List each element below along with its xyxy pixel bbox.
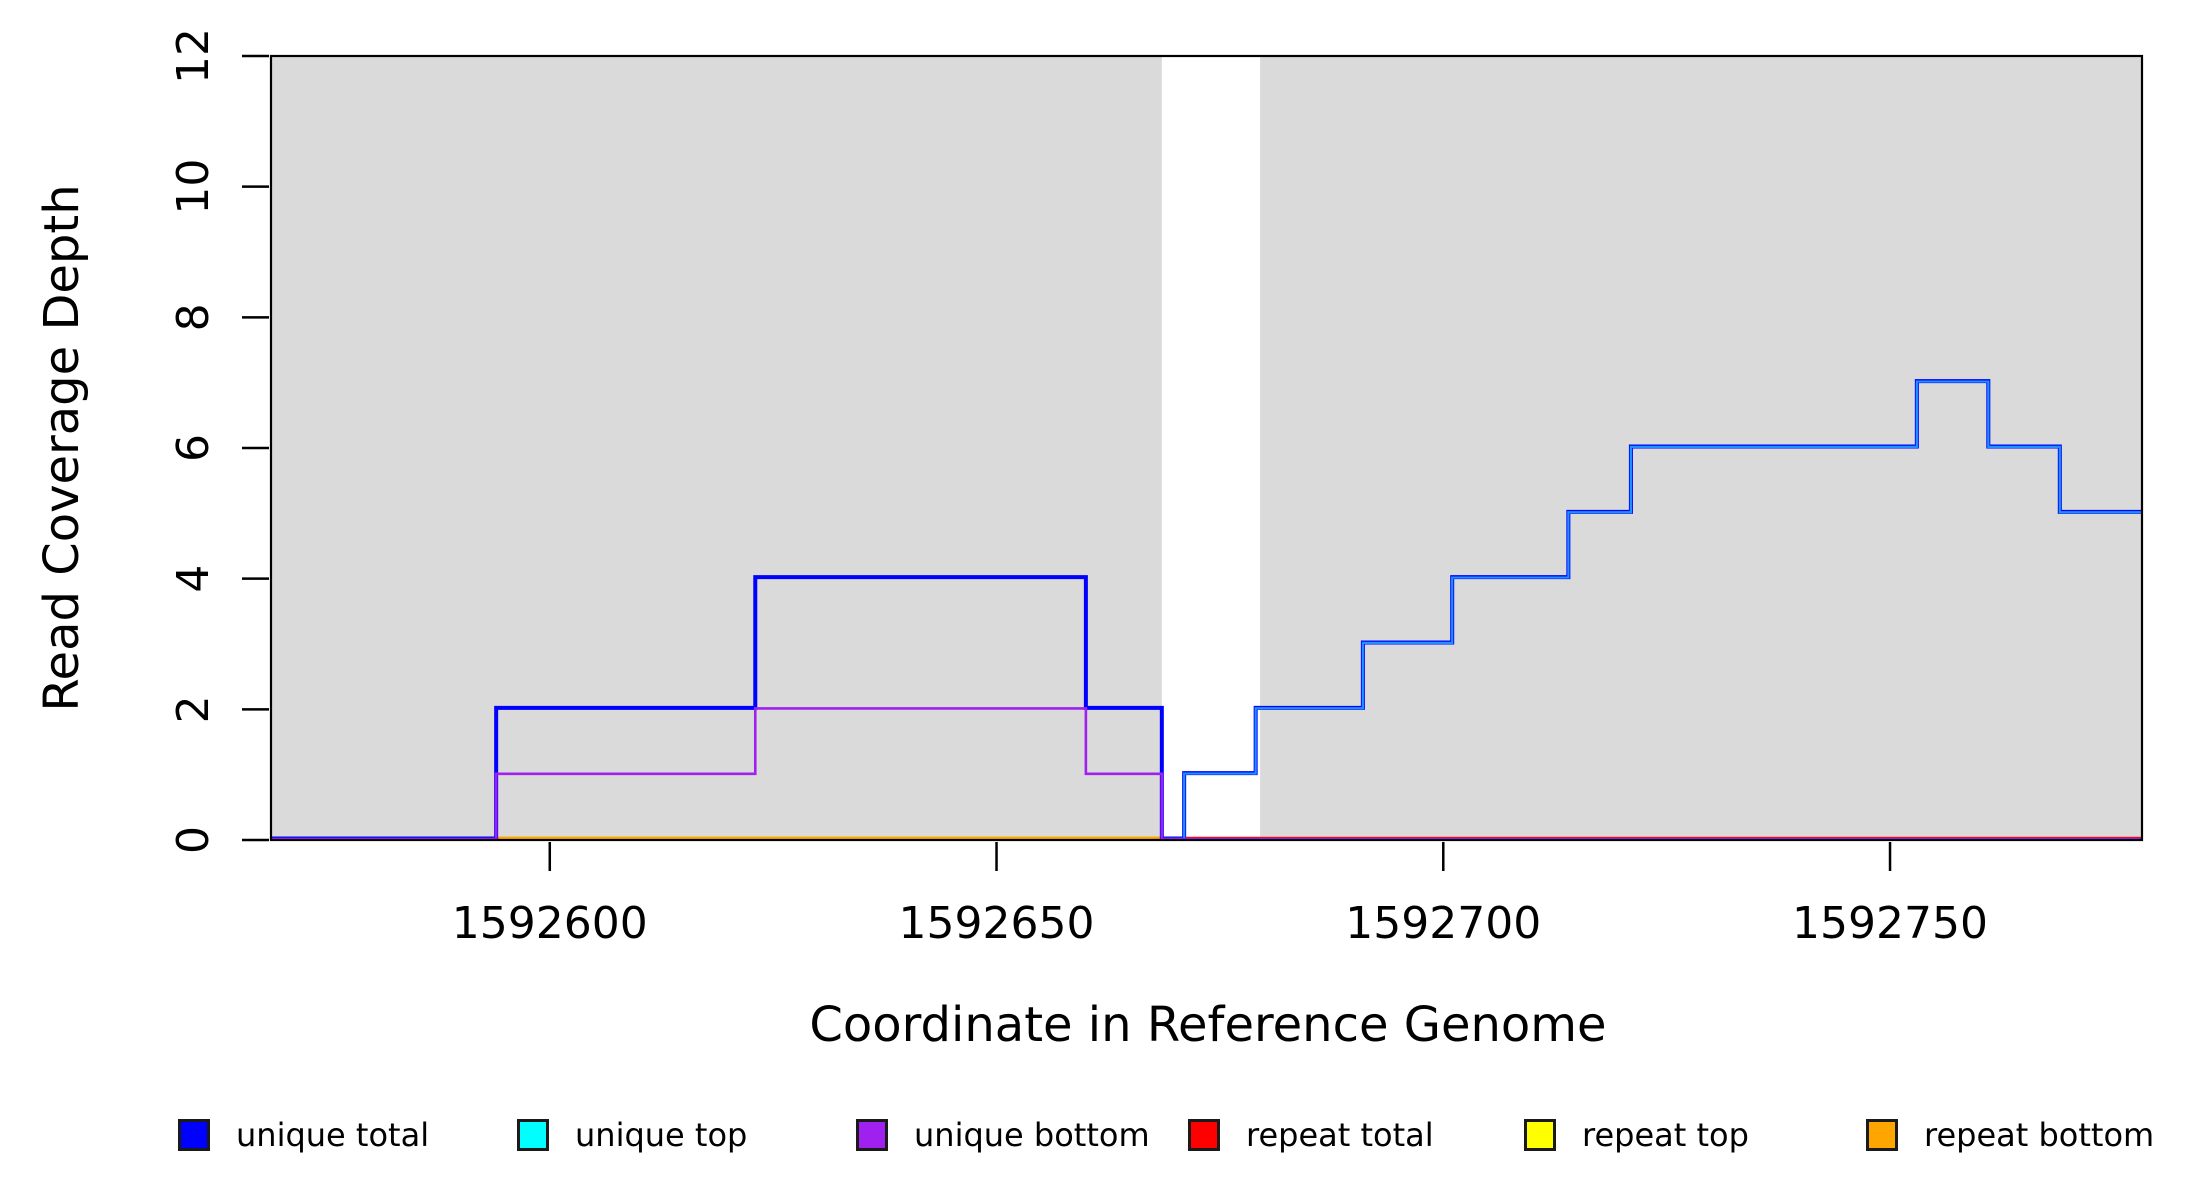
legend-swatch-repeat-top: [1524, 1119, 1556, 1151]
legend-label-unique-bottom: unique bottom: [914, 1116, 1150, 1154]
legend-swatch-unique-top: [517, 1119, 549, 1151]
y-tick-label: 4: [168, 565, 219, 593]
legend-label-repeat-bottom: repeat bottom: [1924, 1116, 2155, 1154]
legend-label-unique-top: unique top: [575, 1116, 748, 1154]
legend-label-repeat-total: repeat total: [1246, 1116, 1434, 1154]
x-axis-title: Coordinate in Reference Genome: [809, 997, 1607, 1053]
y-axis-title: Read Coverage Depth: [34, 184, 90, 712]
legend-item-unique-total: unique total: [178, 1114, 429, 1156]
plot-border: [269, 54, 2144, 842]
legend-item-repeat-top: repeat top: [1524, 1114, 1749, 1156]
x-tick-label: 1592750: [1792, 898, 1988, 949]
legend-swatch-unique-total: [178, 1119, 210, 1151]
legend-label-repeat-top: repeat top: [1582, 1116, 1749, 1154]
y-tick-label: 6: [168, 434, 219, 462]
series-unique-bottom: [271, 707, 2142, 841]
legend-item-repeat-total: repeat total: [1188, 1114, 1434, 1156]
y-tick-label: 8: [168, 303, 219, 331]
legend-item-unique-top: unique top: [517, 1114, 747, 1156]
legend-label-unique-total: unique total: [236, 1116, 430, 1154]
legend-swatch-unique-bottom: [856, 1119, 888, 1151]
legend-item-unique-bottom: unique bottom: [856, 1114, 1150, 1156]
series-unique-top: [1161, 380, 2142, 840]
y-tick-label: 12: [168, 28, 219, 84]
y-tick-label: 0: [168, 826, 219, 854]
legend-swatch-repeat-bottom: [1866, 1119, 1898, 1151]
legend-swatch-repeat-total: [1188, 1119, 1220, 1151]
x-tick-label: 1592650: [899, 898, 1095, 949]
y-tick-label: 10: [168, 159, 219, 215]
shaded-region-left: [271, 56, 1162, 840]
legend-item-repeat-bottom: repeat bottom: [1866, 1114, 2154, 1156]
x-tick-label: 1592700: [1345, 898, 1541, 949]
y-tick-label: 2: [168, 695, 219, 723]
x-tick-label: 1592600: [452, 898, 648, 949]
